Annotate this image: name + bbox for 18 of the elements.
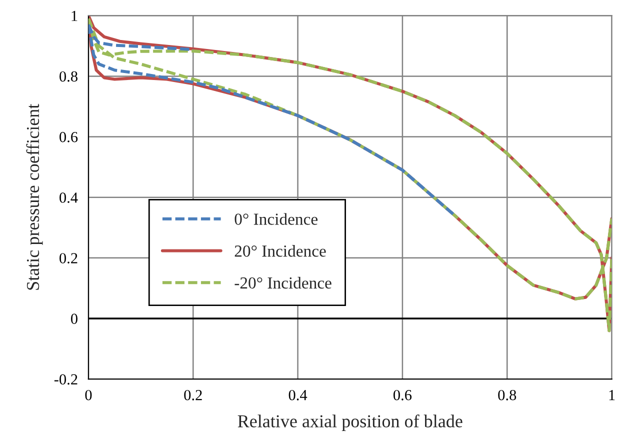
y-tick-label: -0.2 [54,374,78,385]
x-tick-label: 1 [609,390,615,400]
y-tick-label: 1 [72,10,78,21]
x-tick-label: 0.6 [393,390,412,400]
y-axis-title: Static pressure coefficient [26,104,43,290]
x-tick-label: 0 [85,390,92,400]
x-tick-label: 0.8 [498,390,516,400]
y-tick-label: 0.2 [60,253,78,264]
x-tick-label: 0.4 [288,390,308,400]
x-tick-label: 0.2 [184,390,202,400]
y-tick-label: 0.6 [60,132,78,142]
x-axis-title: Relative axial position of blade [238,414,462,432]
legend-label: 20° Incidence [234,245,326,257]
y-tick-label: 0.8 [60,71,78,82]
legend-label: 0° Incidence [234,213,318,225]
legend-label: -20° Incidence [234,276,332,289]
y-tick-label: 0 [70,314,78,324]
y-tick-label: 0.4 [60,192,78,203]
